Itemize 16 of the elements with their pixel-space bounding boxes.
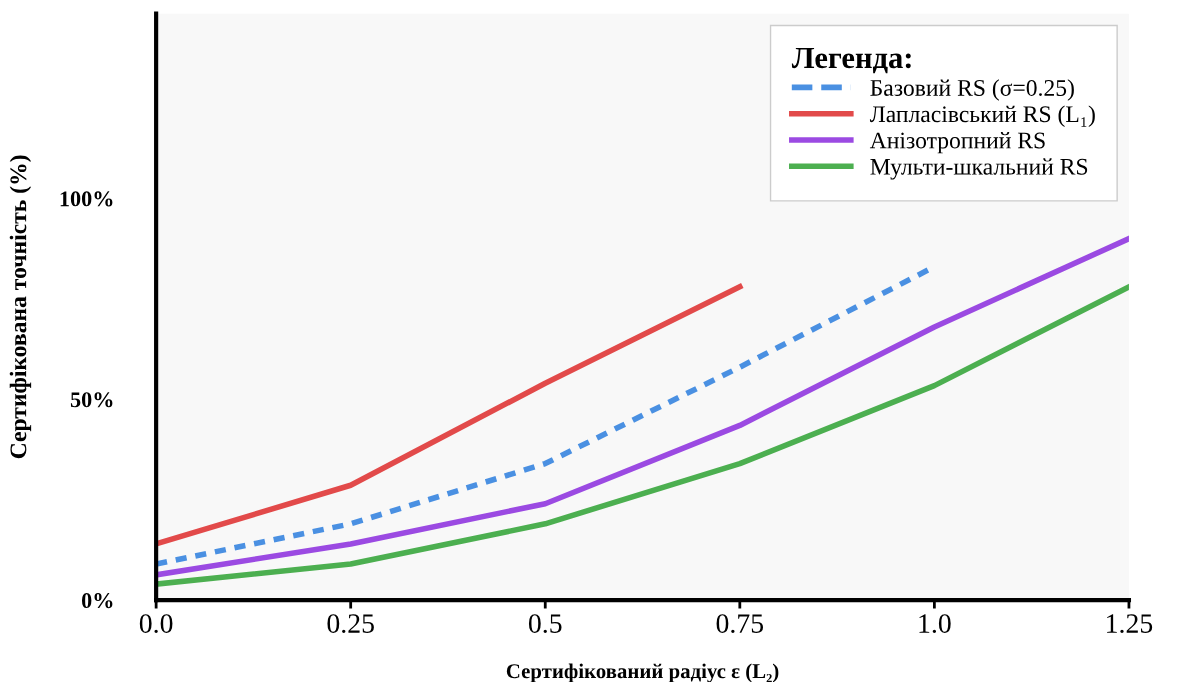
x-axis-title: Сертифікований радіус ε (L₂) [506, 663, 779, 682]
y-axis-title: Сертифікована точність (%) [9, 155, 32, 459]
legend-title: Легенда: [791, 47, 911, 74]
x-tick-label: 0.5 [528, 614, 562, 634]
y-tick-label: 100% [60, 191, 113, 207]
legend-label: Анізотропний RS [869, 132, 1045, 154]
legend-label: Лапласівський RS (L₁) [869, 105, 1095, 127]
x-tick-label: 1.25 [1107, 614, 1153, 634]
y-tick-label: 50% [70, 392, 113, 408]
x-tick-label: 0.0 [139, 614, 173, 634]
x-tick-label: 0.25 [327, 614, 374, 634]
y-tick-label: 0% [81, 593, 113, 609]
legend-label: Мульти-шкальний RS [870, 158, 1088, 180]
legend-label: Базовий RS (σ=0.25) [870, 79, 1074, 101]
x-tick-label: 0.75 [716, 614, 764, 634]
x-tick-label: 1.0 [919, 614, 951, 634]
